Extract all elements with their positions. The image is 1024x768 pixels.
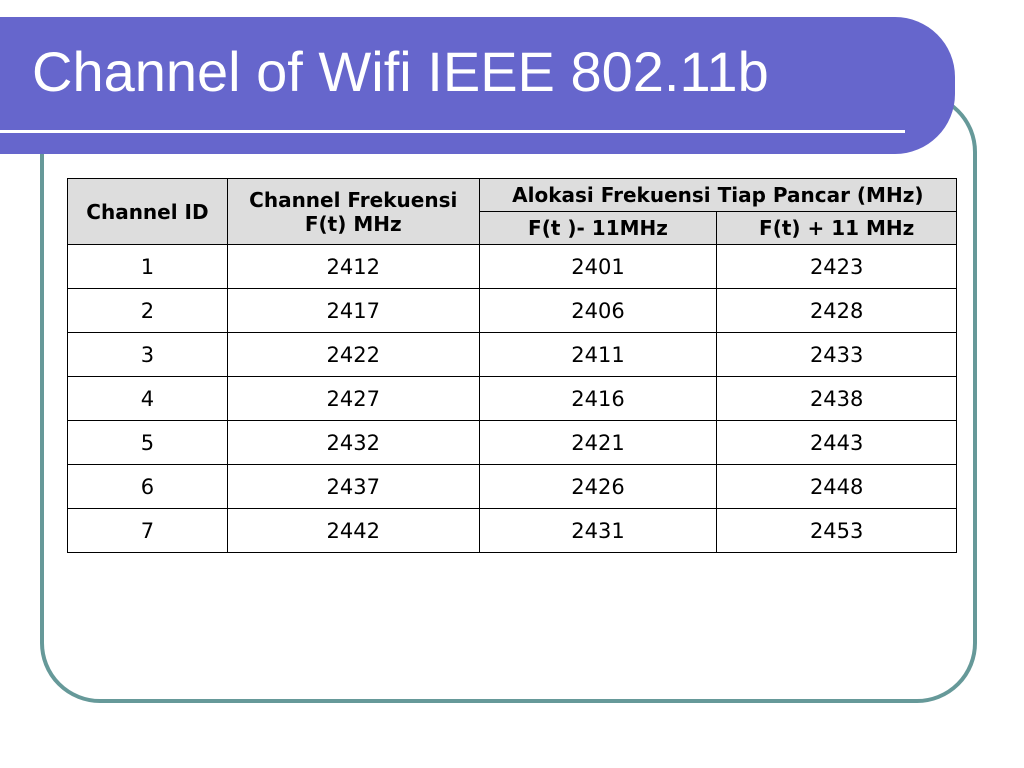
cell-minus-11: 2426 <box>478 464 718 509</box>
table-header-row: Channel ID Channel Frekuensi F(t) MHz Al… <box>67 178 958 245</box>
cell-channel-frequency: 2417 <box>226 288 480 333</box>
channel-table: Channel ID Channel Frekuensi F(t) MHz Al… <box>67 178 958 553</box>
table-row: 4 2427 2416 2438 <box>67 376 957 421</box>
header-channel-id: Channel ID <box>67 178 228 245</box>
table-row: 6 2437 2426 2448 <box>67 464 957 509</box>
cell-channel-frequency: 2432 <box>226 420 480 465</box>
table-row: 2 2417 2406 2428 <box>67 288 957 333</box>
table-row: 3 2422 2411 2433 <box>67 332 957 377</box>
title-underline <box>0 130 905 133</box>
cell-channel-frequency: 2437 <box>226 464 480 509</box>
cell-channel-frequency: 2422 <box>226 332 480 377</box>
header-minus-11: F(t )- 11MHz <box>478 211 718 245</box>
cell-plus-11: 2438 <box>716 376 957 421</box>
cell-channel-id: 5 <box>67 420 228 465</box>
header-frequency-allocation: Alokasi Frekuensi Tiap Pancar (MHz) <box>478 178 958 212</box>
cell-channel-id: 6 <box>67 464 228 509</box>
cell-plus-11: 2448 <box>716 464 957 509</box>
cell-channel-id: 2 <box>67 288 228 333</box>
slide-title: Channel of Wifi IEEE 802.11b <box>32 40 769 103</box>
cell-channel-id: 1 <box>67 244 228 289</box>
cell-channel-frequency: 2427 <box>226 376 480 421</box>
cell-plus-11: 2423 <box>716 244 957 289</box>
cell-minus-11: 2406 <box>478 288 718 333</box>
cell-channel-id: 7 <box>67 508 228 553</box>
cell-plus-11: 2443 <box>716 420 957 465</box>
cell-minus-11: 2416 <box>478 376 718 421</box>
table-row: 1 2412 2401 2423 <box>67 244 957 289</box>
table-row: 7 2442 2431 2453 <box>67 508 957 553</box>
cell-plus-11: 2453 <box>716 508 957 553</box>
table-row: 5 2432 2421 2443 <box>67 420 957 465</box>
cell-minus-11: 2421 <box>478 420 718 465</box>
cell-plus-11: 2428 <box>716 288 957 333</box>
cell-minus-11: 2431 <box>478 508 718 553</box>
cell-minus-11: 2401 <box>478 244 718 289</box>
cell-plus-11: 2433 <box>716 332 957 377</box>
cell-channel-frequency: 2412 <box>226 244 480 289</box>
cell-channel-id: 3 <box>67 332 228 377</box>
cell-channel-id: 4 <box>67 376 228 421</box>
cell-channel-frequency: 2442 <box>226 508 480 553</box>
cell-minus-11: 2411 <box>478 332 718 377</box>
header-plus-11: F(t) + 11 MHz <box>716 211 957 245</box>
header-channel-frequency: Channel Frekuensi F(t) MHz <box>226 178 480 245</box>
table-subheader-row: F(t )- 11MHz F(t) + 11 MHz <box>68 211 957 245</box>
